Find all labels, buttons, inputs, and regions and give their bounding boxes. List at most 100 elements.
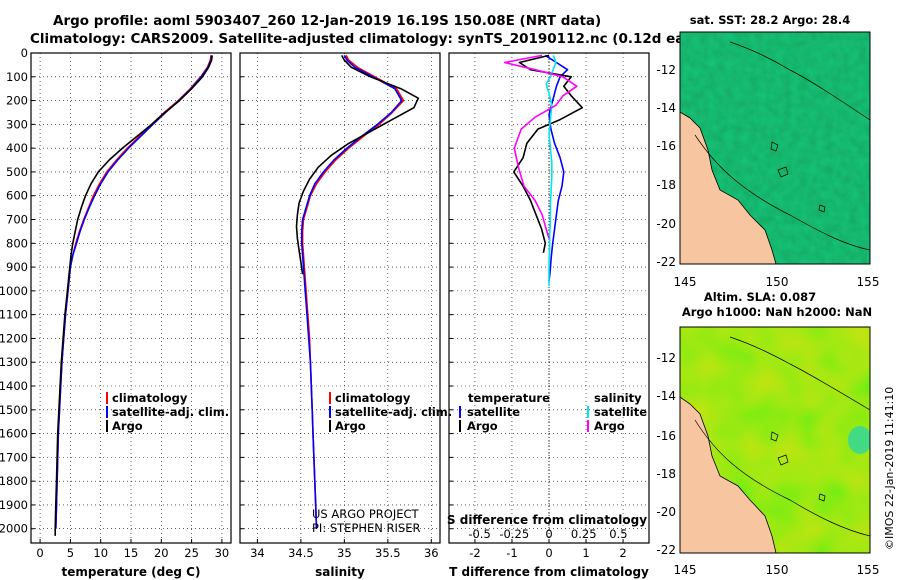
series-line-satellite-adj-clim- [300,55,403,529]
sst-lat-tick: -18 [656,178,676,192]
depth-tick-label: 1500 [0,403,28,417]
sla-lat-tick: -18 [656,467,676,481]
sla-high-anomaly [848,426,870,454]
legend-argo-label: Argo [112,419,143,433]
series-line-argo [54,55,213,536]
salinity-axis-label: salinity [315,565,365,579]
project-credit-line2: PI: STEPHEN RISER [312,521,421,535]
x-tick-label: 15 [124,546,139,560]
legend-sal-argo-label: Argo [594,419,625,433]
depth-tick-label: 600 [6,189,28,203]
s-diff-tick-label: 0.5 [609,527,627,541]
legend-satellite-label: satellite-adj. clim. [112,405,229,419]
depth-tick-label: 900 [6,260,28,274]
australia-landmass [680,111,777,264]
legend-salinity-title: salinity [594,391,642,405]
legend-temperature-title: temperature [468,391,550,405]
depth-tick-label: 0 [21,46,28,60]
x-tick-label: -1 [506,546,517,560]
australia-landmass [680,396,777,553]
legend-sal-satellite-label: satellite [594,405,647,419]
t-difference-axis-label: T difference from climatology [449,565,649,579]
x-tick-label: 1 [582,546,589,560]
x-tick-label: 36 [424,546,439,560]
s-diff-tick-label: 0.25 [571,527,597,541]
sst-lat-tick: -16 [656,139,676,153]
temperature-axis-label: temperature (deg C) [62,565,201,579]
legend-temp-argo-label: Argo [467,419,498,433]
sla-lat-tick: -20 [656,505,676,519]
depth-tick-label: 800 [6,236,28,250]
sst-map-title: sat. SST: 28.2 Argo: 28.4 [690,13,850,27]
sla-lat-tick: -12 [656,351,676,365]
sst-lon-tick: 150 [766,275,789,289]
figure-title-line1: Argo profile: aoml 5903407_260 12-Jan-20… [53,13,601,29]
difference-legend: temperature salinity satellite Argo sate… [459,391,647,433]
x-tick-label: 10 [93,546,108,560]
sla-map-title-line2: Argo h1000: NaN h2000: NaN [682,305,872,319]
sst-lat-tick: -12 [656,63,676,77]
sla-map [680,327,870,553]
sla-lat-tick: -14 [656,389,676,403]
depth-tick-label: 1800 [0,474,28,488]
sst-map-frame [679,31,871,265]
sst-map [680,32,870,264]
x-tick-label: 34 [250,546,265,560]
sst-lat-tick: -20 [656,217,676,231]
shelf-contour [729,336,870,411]
s-diff-tick-label: -0.5 [468,527,490,541]
salinity-legend: climatology satellite-adj. clim. Argo [329,391,452,433]
temperature-legend: climatology satellite-adj. clim. Argo [106,391,229,433]
depth-tick-label: 1400 [0,379,28,393]
depth-tick-label: 1100 [0,308,28,322]
depth-tick-label: 2000 [0,522,28,536]
reef-outlines [770,141,826,213]
series-line-argo [295,55,420,275]
sla-map-frame [679,326,871,554]
x-tick-label: 5 [67,546,74,560]
sst-lat-tick: -22 [656,255,676,269]
s-difference-axis-label: S difference from climatology [447,513,647,527]
legend-climatology-label: climatology [335,391,411,405]
depth-tick-label: 1300 [0,355,28,369]
depth-tick-label: 700 [6,213,28,227]
x-tick-label: -2 [469,546,480,560]
sla-lat-tick: -16 [656,429,676,443]
depth-tick-label: 1000 [0,284,28,298]
salinity-panel-frame [239,52,441,544]
series-line-temperature-argo [512,54,584,253]
depth-tick-label: 500 [6,165,28,179]
depth-contour [694,134,870,251]
depth-tick-label: 1200 [0,331,28,345]
series-line-salinity-satellite [545,55,557,287]
x-tick-label: 2 [619,546,626,560]
x-tick-label: 0 [545,546,552,560]
sst-lon-tick: 145 [674,275,697,289]
legend-temp-satellite-label: satellite [467,405,520,419]
sst-lat-tick: -14 [656,101,676,115]
x-tick-label: 25 [184,546,199,560]
series-line-climatology [55,55,212,529]
depth-tick-label: 1600 [0,427,28,441]
project-credit-line1: US ARGO PROJECT [312,507,420,521]
imos-timestamp: ©IMOS 22-Jan-2019 11:41:10 [883,387,896,550]
figure-title-line2: Climatology: CARS2009. Satellite-adjuste… [30,31,722,47]
s-diff-tick-label: -0.25 [499,527,529,541]
depth-tick-label: 300 [6,117,28,131]
depth-tick-label: 200 [6,94,28,108]
shelf-contour [729,41,870,121]
series-line-climatology [301,55,405,529]
reef-outlines [770,431,826,502]
depth-tick-label: 1900 [0,498,28,512]
x-tick-label: 35.5 [375,546,401,560]
sla-lon-tick: 145 [674,563,697,577]
legend-satellite-label: satellite-adj. clim. [335,405,452,419]
sla-lat-tick: -22 [656,543,676,557]
x-tick-label: 20 [154,546,169,560]
legend-climatology-label: climatology [112,391,188,405]
x-tick-label: 30 [215,546,230,560]
depth-tick-label: 400 [6,141,28,155]
depth-contour [694,419,870,537]
series-line-satellite-adj-clim- [55,55,213,529]
